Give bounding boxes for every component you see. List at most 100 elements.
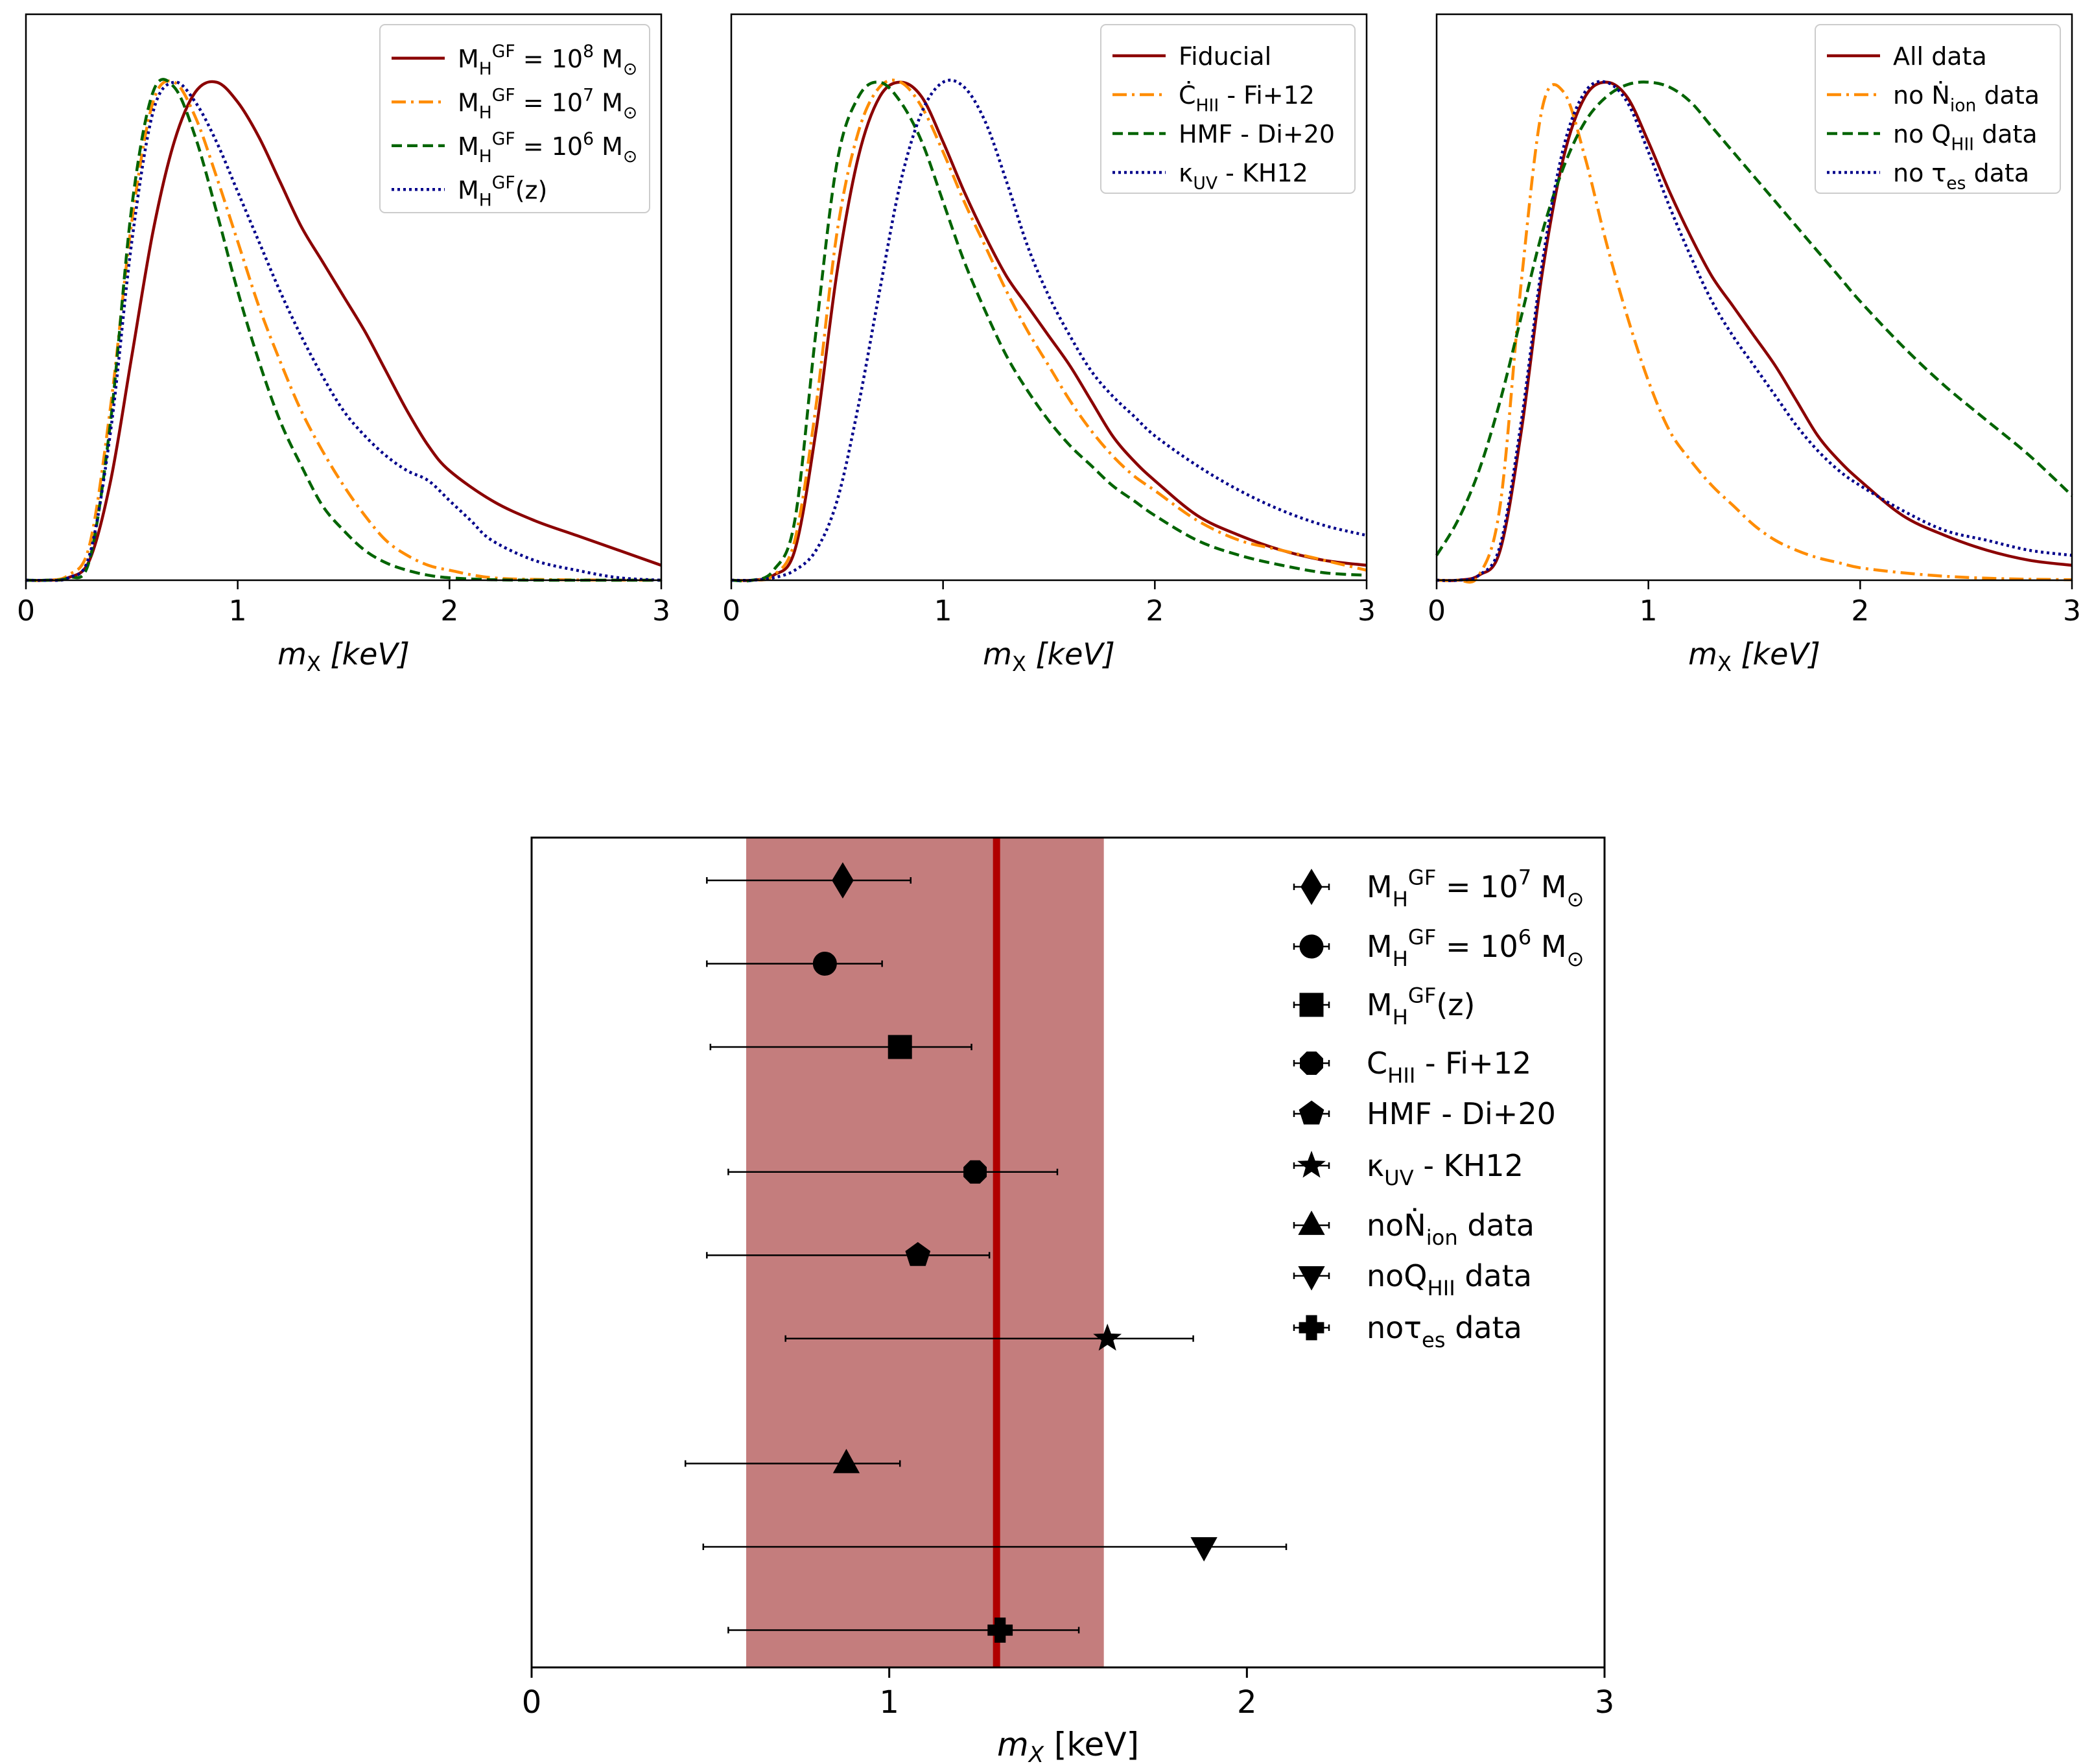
label-part: - Fi+12: [1415, 1046, 1531, 1081]
label-part: GF: [1408, 925, 1436, 950]
label-part: - KH12: [1218, 159, 1308, 187]
label-part: GF: [1408, 865, 1436, 890]
legend-label: MHGF(z): [1367, 983, 1475, 1029]
label-part: X: [1717, 652, 1732, 676]
label-part: M: [458, 88, 479, 117]
legend-box: [379, 24, 650, 213]
legend-marker: [1299, 993, 1324, 1017]
label-part: [keV]: [321, 637, 410, 672]
x-tick-label: 0: [1428, 594, 1446, 628]
label-part: GF: [492, 129, 515, 149]
data-point-3: [888, 1035, 912, 1059]
label-part: no Ṅ: [1893, 81, 1950, 110]
data-point-7: [832, 1448, 860, 1474]
x-tick-label: 3: [2063, 594, 2081, 628]
legend-marker: [1297, 1150, 1326, 1178]
x-tick-label: 1: [229, 594, 247, 628]
label-part: ⊙: [623, 103, 637, 123]
label-part: M: [594, 45, 623, 73]
label-part: H: [479, 191, 492, 211]
label-part: 7: [1518, 865, 1531, 890]
series-line-1: [731, 80, 1367, 582]
label-part: ⊙: [623, 147, 637, 167]
label-part: M: [1531, 869, 1566, 904]
label-part: (z): [515, 176, 548, 204]
label-part: 6: [583, 129, 594, 149]
label-part: ⊙: [1567, 887, 1584, 911]
label-part: H: [1393, 947, 1408, 971]
label-part: UV: [1384, 1166, 1414, 1190]
series-line-2: [25, 79, 662, 582]
label-part: GF: [492, 41, 515, 62]
label-part: M: [458, 132, 479, 161]
x-tick-label: 3: [1595, 1684, 1615, 1721]
x-tick-label: 1: [934, 594, 952, 628]
legend-label: noṄion data: [1367, 1208, 1535, 1250]
label-part: HII: [1951, 134, 1974, 154]
legend-label: HMF - Di+20: [1179, 120, 1335, 148]
series-line-4: [731, 78, 1367, 582]
label-part: X: [1012, 652, 1026, 676]
label-part: [keV]: [1732, 637, 1820, 672]
legend-marker: [1300, 869, 1323, 905]
label-part: m: [277, 637, 307, 672]
label-part: [keV]: [1044, 1726, 1139, 1763]
data-point-2: [812, 952, 837, 976]
label-part: ⊙: [1567, 947, 1584, 971]
label-part: GF: [492, 172, 515, 193]
legend-marker: [1300, 1052, 1323, 1075]
label-part: HII: [1387, 1063, 1415, 1088]
label-part: data: [1446, 1310, 1522, 1345]
legend-label: κUV - KH12: [1367, 1148, 1523, 1190]
data-point-4: [963, 1160, 987, 1184]
legend-label: CHII - Fi+12: [1367, 1046, 1531, 1088]
x-tick-label: 3: [1358, 594, 1376, 628]
label-part: M: [1367, 929, 1393, 964]
plot-frame: [25, 13, 663, 582]
plot-frame: [1435, 13, 2073, 582]
legend-box: [1100, 24, 1356, 194]
label-part: ion: [1950, 95, 1977, 115]
label-part: HMF - Di+20: [1367, 1096, 1556, 1131]
label-part: All data: [1893, 42, 1987, 71]
label-part: C: [1367, 1046, 1387, 1081]
x-tick-label: 2: [440, 594, 458, 628]
legend-label: All data: [1893, 42, 1987, 71]
x-tick-label: 0: [17, 594, 35, 628]
label-part: H: [1393, 1005, 1408, 1029]
x-tick-label: 3: [652, 594, 670, 628]
series-line-3: [25, 78, 662, 582]
series-line-3: [731, 80, 1367, 583]
series-line-2: [731, 78, 1367, 582]
legend-marker: [1299, 1315, 1324, 1341]
label-part: 7: [583, 85, 594, 105]
panel-2: 0 1 2 3 mX [keV] Fiducial ĊHII - Fi+12 HMF - Di…: [722, 13, 1376, 676]
label-part: M: [1531, 929, 1566, 964]
x-tick-label: 0: [722, 594, 740, 628]
x-tick-label: 2: [1237, 1684, 1257, 1721]
data-point-1: [832, 862, 854, 899]
label-part: es: [1946, 173, 1966, 193]
series-line-2: [1436, 83, 2073, 584]
legend-label: no τes data: [1893, 159, 2029, 193]
label-part: M: [458, 176, 479, 204]
label-part: H: [479, 103, 492, 123]
label-part: [keV]: [1026, 637, 1115, 672]
x-tick-label: 2: [1851, 594, 1869, 628]
label-part: no Q: [1893, 120, 1951, 148]
series-line-4: [25, 80, 662, 582]
label-part: H: [479, 59, 492, 79]
label-part: data: [1458, 1208, 1535, 1243]
label-part: (z): [1436, 987, 1475, 1022]
x-tick-label: 1: [1640, 594, 1658, 628]
label-part: = 10: [515, 45, 583, 73]
legend-label: HMF - Di+20: [1367, 1096, 1556, 1131]
series-line-4: [1436, 80, 2073, 582]
label-part: - Fi+12: [1219, 81, 1315, 110]
label-part: GF: [492, 85, 515, 105]
legend-label: no Ṅion data: [1893, 81, 2040, 115]
series-line-3: [1435, 80, 2073, 556]
x-axis-label: mX [keV]: [277, 637, 410, 676]
label-part: data: [1455, 1258, 1532, 1293]
